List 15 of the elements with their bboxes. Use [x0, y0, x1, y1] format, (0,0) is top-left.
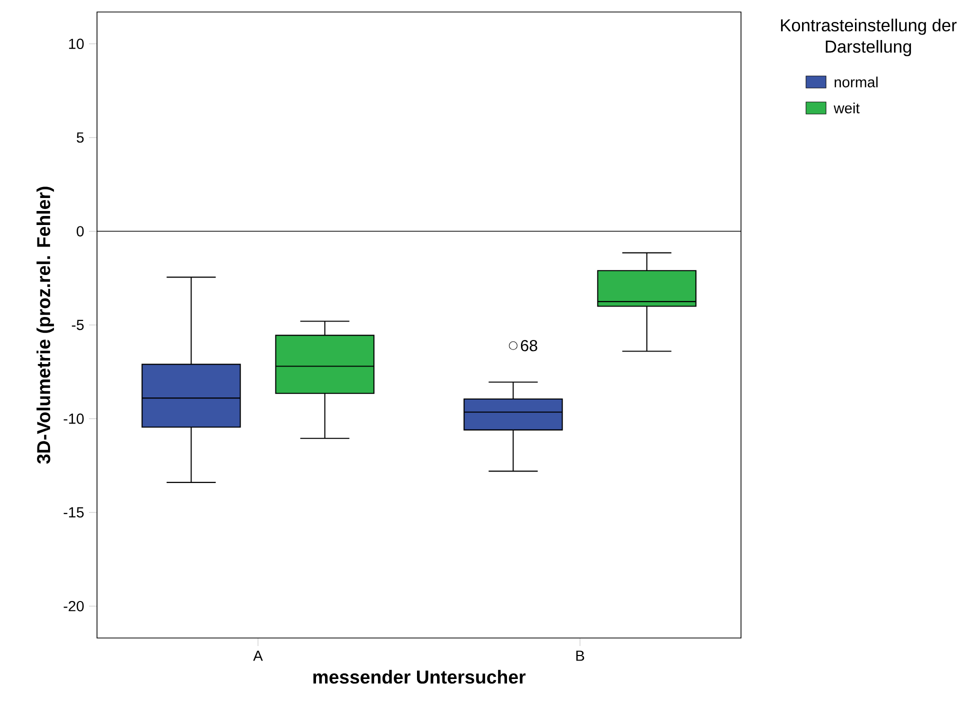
y-tick-label: -20: [64, 600, 84, 612]
y-tick-label: -5: [72, 320, 84, 330]
y-tick-label: 10: [69, 38, 84, 50]
x-tick-label: B: [576, 650, 584, 661]
y-tick-label: 5: [76, 132, 84, 143]
x-axis-title: messender Untersucher: [313, 670, 526, 684]
y-tick-label: 0: [76, 226, 84, 236]
y-tick-label: -15: [64, 507, 84, 518]
y-axis-title: 3D-Volumetrie (proz.rel. Fehler): [36, 186, 54, 464]
y-tick-label: -10: [64, 414, 84, 424]
annotation: 68: [520, 340, 538, 352]
legend-title: Kontrasteinstellung der Darstellung: [781, 18, 957, 56]
legend-label: normal: [834, 76, 878, 88]
legend-label: weit: [834, 102, 860, 114]
x-tick-label: A: [253, 650, 263, 661]
